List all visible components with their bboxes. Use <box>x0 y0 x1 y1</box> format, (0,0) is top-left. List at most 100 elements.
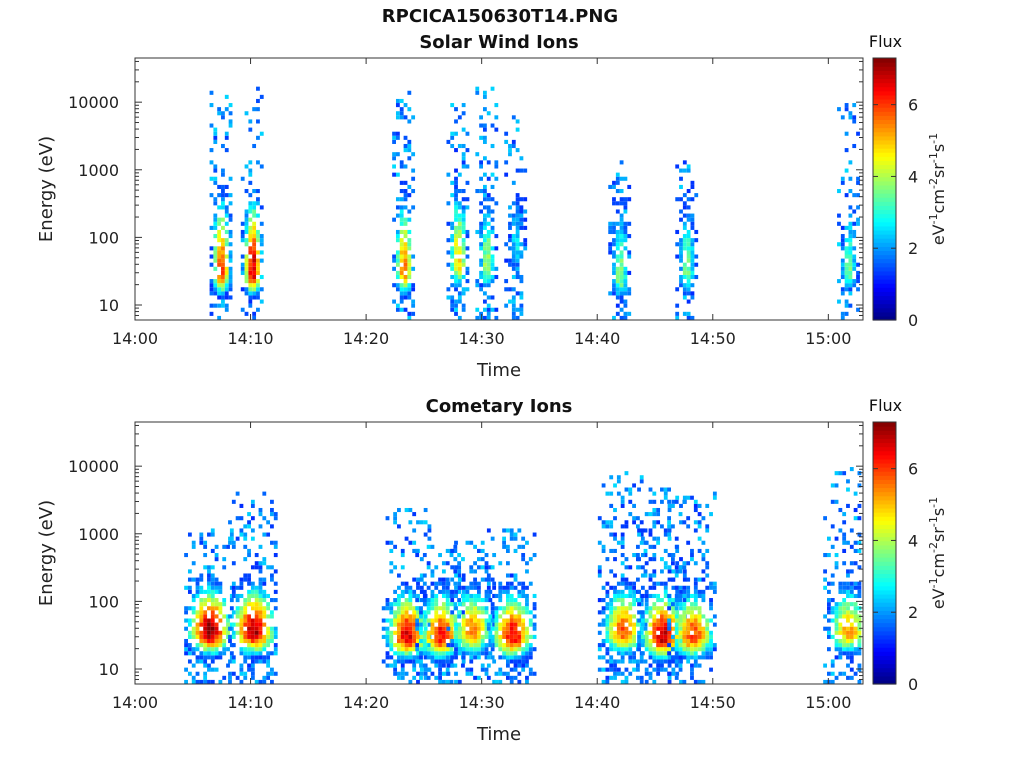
cometary-cell <box>250 671 255 676</box>
solar-wind-cell <box>479 229 483 235</box>
cometary-cell <box>635 663 640 668</box>
solar-wind-cell <box>403 217 408 222</box>
cometary-cell <box>412 659 417 664</box>
solar-wind-cell <box>248 168 253 173</box>
cometary-cell <box>454 540 458 545</box>
cometary-cell <box>686 593 691 599</box>
solar-wind-cell <box>608 225 613 230</box>
cometary-cell <box>258 561 263 566</box>
cometary-cell <box>712 647 717 652</box>
cometary-cell <box>616 667 621 672</box>
cometary-cell <box>243 577 248 582</box>
solar-wind-cell <box>682 295 687 300</box>
solar-wind-cell <box>411 283 416 288</box>
solar-wind-cell <box>615 295 620 300</box>
cometary-cell <box>199 532 204 537</box>
cometary-cell <box>635 622 640 627</box>
cometary-cell <box>266 675 271 680</box>
solar-wind-cell <box>209 262 214 267</box>
cometary-cell <box>258 618 263 623</box>
solar-wind-cell <box>486 209 491 214</box>
cometary-cell <box>632 626 636 631</box>
solar-wind-cell <box>494 315 499 320</box>
cometary-cell <box>525 610 529 615</box>
cometary-cell <box>613 671 617 676</box>
solar-wind-cell <box>515 119 520 124</box>
solar-wind-cell <box>256 119 260 124</box>
cometary-cell <box>660 614 664 619</box>
cometary-cell <box>857 679 862 684</box>
cometary-cell <box>712 585 717 590</box>
solar-wind-cell <box>213 197 218 202</box>
cometary-cell <box>601 548 606 553</box>
cometary-cell <box>419 557 424 562</box>
cometary-cell <box>639 679 644 684</box>
cometary-cell <box>613 606 617 611</box>
cometary-cell <box>247 553 251 558</box>
cometary-cell <box>488 638 493 644</box>
cometary-cell <box>273 516 278 521</box>
cometary-cell <box>416 593 420 599</box>
solar-wind-cell <box>479 311 483 316</box>
cometary-cell <box>207 663 211 668</box>
cometary-cell <box>199 573 204 578</box>
cometary-cell <box>239 679 244 684</box>
cometary-cell <box>266 532 271 537</box>
cometary-cell <box>660 651 664 656</box>
cometary-colorbar-swatch <box>873 671 896 677</box>
cometary-cell <box>490 602 495 607</box>
cometary-cell <box>644 618 649 623</box>
solar-wind-cell <box>240 287 245 292</box>
cometary-cell <box>243 638 248 644</box>
cometary-cell <box>385 602 390 607</box>
cometary-cell <box>434 565 439 570</box>
cometary-cell <box>214 589 219 594</box>
cometary-cell <box>693 659 698 664</box>
solar-wind-colorbar-swatch <box>873 82 896 88</box>
cometary-cell <box>404 618 409 623</box>
cometary-cell <box>191 626 196 631</box>
cometary-cell <box>258 659 263 664</box>
cometary-colorbar-swatch <box>873 651 896 656</box>
solar-wind-cell <box>252 274 257 280</box>
solar-wind-cell <box>457 143 462 149</box>
cometary-cell <box>505 606 510 611</box>
solar-wind-cell <box>224 254 229 259</box>
cometary-cell <box>210 581 215 586</box>
solar-wind-cell <box>454 266 458 271</box>
cometary-cell <box>473 647 477 652</box>
solar-wind-cell <box>515 291 520 296</box>
solar-wind-cell <box>228 217 233 222</box>
solar-wind-cell <box>682 201 687 206</box>
cometary-cell <box>441 622 446 627</box>
solar-wind-cell <box>450 250 455 255</box>
solar-wind-cell <box>228 201 233 206</box>
cometary-cell <box>632 598 636 603</box>
solar-wind-cell <box>608 242 613 247</box>
cometary-cell <box>697 622 702 627</box>
cometary-cell <box>207 626 211 631</box>
cometary-cell <box>609 598 614 603</box>
cometary-cell <box>838 622 843 627</box>
solar-wind-cell <box>454 250 458 255</box>
cometary-cell <box>416 655 420 660</box>
cometary-cell <box>195 577 200 582</box>
cometary-cell <box>450 589 455 594</box>
cometary-cell <box>226 647 230 652</box>
solar-wind-cell <box>690 180 695 185</box>
cometary-cell <box>469 643 474 648</box>
solar-wind-cell <box>213 287 218 292</box>
cometary-cell <box>682 634 687 639</box>
cometary-cell <box>502 606 506 611</box>
solar-wind-cell <box>682 291 687 296</box>
cometary-cell <box>218 643 223 648</box>
solar-wind-cell <box>690 270 695 275</box>
solar-wind-cell <box>486 258 491 263</box>
solar-wind-cell <box>615 291 620 296</box>
cometary-cell <box>632 643 636 648</box>
cometary-cell <box>521 544 526 549</box>
cometary-cell <box>207 589 211 594</box>
solar-wind-cell <box>224 148 229 153</box>
solar-wind-cell <box>623 205 628 210</box>
cometary-cell <box>620 634 625 639</box>
